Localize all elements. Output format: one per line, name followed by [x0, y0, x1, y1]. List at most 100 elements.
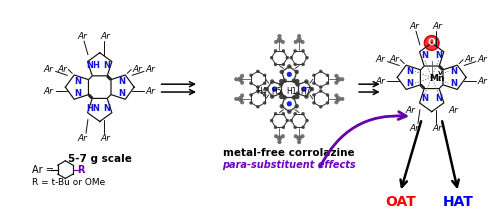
Circle shape [304, 80, 308, 84]
Circle shape [295, 95, 299, 99]
Circle shape [263, 101, 266, 104]
Circle shape [280, 70, 284, 74]
Text: Ar: Ar [77, 32, 87, 41]
Circle shape [256, 105, 260, 108]
Text: Ar: Ar [405, 106, 415, 115]
Text: Ar: Ar [77, 134, 87, 143]
Text: Ar: Ar [432, 124, 442, 133]
Circle shape [274, 112, 277, 115]
Circle shape [277, 136, 282, 141]
Text: Mn: Mn [428, 74, 444, 83]
Circle shape [300, 134, 304, 138]
Circle shape [270, 119, 273, 122]
Circle shape [238, 96, 242, 101]
Text: H5: H5 [271, 87, 282, 96]
Circle shape [282, 126, 285, 129]
Circle shape [279, 83, 283, 87]
Circle shape [256, 90, 260, 93]
Circle shape [319, 86, 322, 89]
Text: metal-free corrolazine: metal-free corrolazine [224, 148, 355, 158]
Text: Ar: Ar [432, 22, 442, 31]
Circle shape [234, 97, 238, 101]
Circle shape [270, 56, 273, 59]
Circle shape [304, 95, 308, 99]
Text: H7: H7 [300, 87, 312, 96]
Text: Ar: Ar [132, 65, 142, 74]
Text: Ar: Ar [409, 22, 419, 31]
Circle shape [298, 34, 301, 38]
Text: HN: HN [86, 104, 100, 113]
Text: NH: NH [86, 61, 100, 70]
Circle shape [270, 80, 274, 84]
Circle shape [294, 40, 298, 44]
Text: Ar: Ar [44, 65, 54, 74]
Circle shape [240, 74, 244, 78]
Circle shape [263, 74, 266, 77]
Text: N: N [118, 89, 125, 97]
Text: Ar: Ar [409, 124, 419, 133]
Circle shape [250, 74, 252, 77]
Circle shape [274, 40, 278, 44]
Circle shape [334, 94, 338, 97]
Text: Ar: Ar [464, 55, 474, 64]
Text: N: N [450, 67, 457, 76]
Circle shape [326, 82, 329, 85]
Circle shape [292, 79, 296, 83]
Circle shape [288, 65, 291, 68]
Text: R = t-Bu or OMe: R = t-Bu or OMe [32, 178, 105, 187]
Circle shape [336, 96, 341, 101]
Circle shape [334, 74, 338, 78]
Circle shape [240, 94, 244, 97]
Text: N: N [74, 77, 82, 86]
Circle shape [294, 126, 296, 129]
Circle shape [302, 126, 304, 129]
Circle shape [306, 119, 308, 122]
Circle shape [277, 38, 282, 42]
Circle shape [278, 34, 281, 38]
Text: V: V [438, 71, 443, 76]
Circle shape [256, 86, 260, 89]
Circle shape [274, 134, 278, 138]
Circle shape [278, 140, 281, 144]
Circle shape [286, 56, 289, 59]
Circle shape [274, 126, 277, 129]
Text: N: N [435, 51, 442, 60]
Text: Ar: Ar [44, 87, 54, 96]
Circle shape [334, 101, 338, 104]
Text: H1: H1 [286, 87, 296, 96]
Circle shape [290, 119, 292, 122]
Text: N: N [103, 104, 110, 113]
Text: R: R [78, 165, 85, 175]
Text: 5-7 g scale: 5-7 g scale [68, 154, 132, 164]
Text: N: N [74, 89, 82, 97]
Circle shape [282, 63, 285, 66]
Circle shape [290, 56, 292, 59]
Text: Ar: Ar [448, 106, 458, 115]
Circle shape [286, 119, 289, 122]
Circle shape [250, 101, 252, 104]
Text: Ar: Ar [100, 134, 110, 143]
Circle shape [294, 63, 296, 66]
Circle shape [310, 87, 314, 91]
Circle shape [306, 56, 308, 59]
Circle shape [302, 63, 304, 66]
Text: Ar: Ar [58, 65, 68, 74]
Text: Ar: Ar [146, 87, 156, 96]
Text: O: O [428, 38, 436, 47]
Circle shape [312, 74, 316, 77]
Circle shape [334, 81, 338, 84]
Circle shape [302, 49, 304, 52]
Circle shape [282, 96, 286, 99]
Circle shape [281, 40, 284, 44]
Circle shape [295, 70, 298, 74]
Text: Ar: Ar [100, 32, 110, 41]
Text: Ar: Ar [478, 55, 488, 64]
Text: N: N [422, 51, 428, 60]
Circle shape [282, 112, 285, 115]
Circle shape [312, 93, 316, 96]
Circle shape [326, 93, 329, 96]
Circle shape [263, 82, 266, 85]
Text: Ar: Ar [376, 77, 386, 86]
Circle shape [272, 87, 277, 91]
Circle shape [282, 79, 286, 83]
